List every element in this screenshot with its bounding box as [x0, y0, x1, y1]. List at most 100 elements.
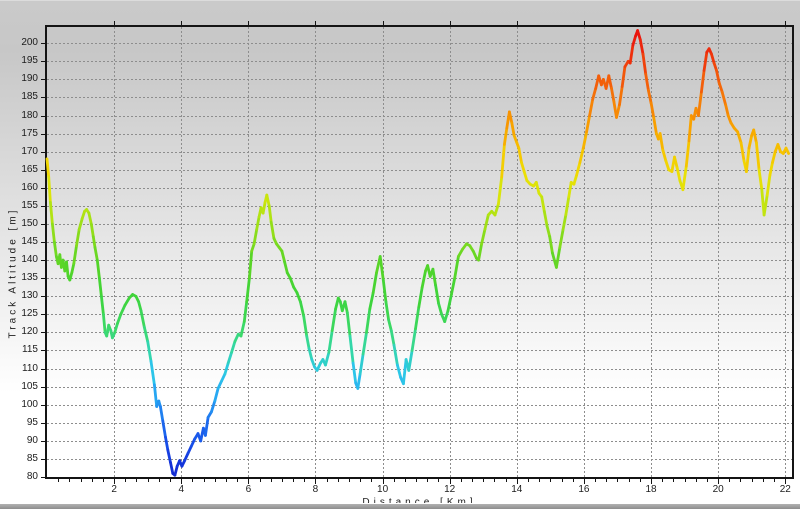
v-gridline: [181, 27, 183, 477]
elevation-curve-segment: [480, 227, 487, 246]
elevation-curve-segment: [203, 415, 210, 437]
elevation-curve-segment: [371, 271, 378, 295]
elevation-curve-segment: [213, 386, 220, 403]
h-gridline: [47, 314, 792, 316]
elevation-curve-segment: [351, 361, 358, 385]
x-minor-tick: [80, 479, 82, 482]
h-gridline: [47, 61, 792, 63]
x-top-tick: [114, 21, 116, 25]
x-minor-tick: [326, 479, 328, 482]
x-tick-label: 4: [178, 484, 184, 495]
elevation-curve-segment: [137, 300, 143, 313]
h-gridline: [47, 151, 792, 153]
elevation-curve-segment: [542, 209, 549, 228]
y-tick-mark: [41, 97, 45, 99]
elevation-curve-segment: [102, 312, 107, 334]
x-minor-tick: [91, 479, 93, 482]
x-tick-label: 2: [111, 484, 117, 495]
x-minor-tick: [427, 479, 429, 482]
x-minor-tick: [695, 479, 697, 482]
y-tick-mark: [41, 440, 45, 442]
elevation-curve-segment: [720, 90, 727, 107]
elevation-curve-segment: [673, 155, 679, 170]
y-tick-mark: [41, 278, 45, 280]
elevation-curve-segment: [365, 307, 372, 334]
elevation-curve-segment: [267, 204, 273, 224]
elevation-curve-segment: [93, 246, 99, 262]
elevation-curve-segment: [747, 134, 754, 150]
elevation-curve-segment: [283, 260, 289, 275]
elevation-curve-segment: [702, 50, 709, 72]
elevation-curve-segment: [658, 132, 665, 152]
elevation-curve-segment: [558, 227, 565, 249]
elevation-curve-segment: [146, 340, 153, 363]
h-gridline: [47, 242, 792, 244]
elevation-curve-segment: [664, 159, 671, 172]
elevation-curve-segment: [575, 161, 582, 177]
h-gridline: [47, 440, 792, 442]
h-gridline: [47, 79, 792, 81]
y-tick-mark: [41, 332, 45, 334]
x-tick-label: 18: [645, 484, 657, 495]
y-tick-label: 80: [26, 471, 38, 482]
x-minor-tick: [125, 479, 127, 482]
elevation-curve-segment: [585, 114, 591, 134]
elevation-curve-segment: [724, 103, 730, 117]
x-minor-tick: [684, 479, 686, 482]
y-tick-label: 110: [22, 362, 38, 374]
elevation-curve-segment: [717, 81, 724, 94]
elevation-curve-segment: [378, 255, 385, 282]
elevation-curve-segment: [591, 87, 598, 101]
elevation-curve-segment: [652, 116, 658, 135]
x-minor-tick: [237, 479, 239, 482]
elevation-curve-segment: [631, 34, 637, 47]
elevation-curve-segment: [381, 278, 388, 304]
y-tick-mark: [41, 79, 45, 81]
h-gridline: [47, 332, 792, 334]
y-tick-label: 105: [21, 380, 38, 392]
elevation-curve-segment: [561, 213, 568, 231]
y-tick-mark: [41, 151, 45, 153]
x-minor-tick: [606, 479, 608, 482]
elevation-curve-segment: [675, 166, 682, 183]
y-axis-labels: 80 85 90 95 100 105 110 115 120 125 130 135 140 145 15…: [0, 27, 45, 482]
elevation-curve-segment: [449, 276, 457, 296]
elevation-curve-segment: [687, 114, 693, 143]
x-minor-tick: [348, 479, 350, 482]
y-tick-mark: [41, 242, 45, 244]
elevation-curve-segment: [173, 464, 179, 477]
elevation-curve-segment: [209, 399, 217, 414]
x-top-tick: [449, 21, 451, 25]
elevation-curve-segment: [510, 121, 516, 137]
x-minor-tick: [673, 479, 675, 482]
h-gridline: [47, 278, 792, 280]
h-gridline: [47, 133, 792, 135]
elevation-curve-segment: [661, 148, 668, 163]
x-minor-tick: [192, 479, 194, 482]
x-minor-tick: [740, 479, 742, 482]
elevation-curve-segment: [431, 267, 438, 287]
h-gridline: [47, 187, 792, 189]
elevation-curve-segment: [159, 405, 165, 423]
x-minor-tick: [158, 479, 160, 482]
x-minor-tick: [472, 479, 474, 482]
x-major-tick: [382, 479, 384, 484]
x-top-tick: [583, 21, 585, 25]
elevation-curve-segment: [280, 249, 287, 264]
elevation-curve-segment: [149, 359, 156, 387]
elevation-curve-segment: [119, 303, 127, 316]
v-gridline: [785, 27, 787, 477]
elevation-curve-segment: [681, 164, 688, 192]
elevation-curve-segment: [305, 334, 311, 351]
elevation-curve-segment: [89, 222, 95, 239]
y-tick-label: 180: [21, 109, 38, 121]
elevation-curve-segment: [548, 235, 554, 255]
x-minor-tick: [360, 479, 362, 482]
elevation-curve-segment: [700, 69, 706, 94]
elevation-curve-segment: [153, 383, 159, 408]
x-minor-tick: [69, 479, 71, 482]
elevation-curve-segment: [230, 340, 237, 354]
x-minor-tick: [617, 479, 619, 482]
elevation-curve-segment: [554, 246, 562, 269]
y-tick-mark: [41, 133, 45, 135]
